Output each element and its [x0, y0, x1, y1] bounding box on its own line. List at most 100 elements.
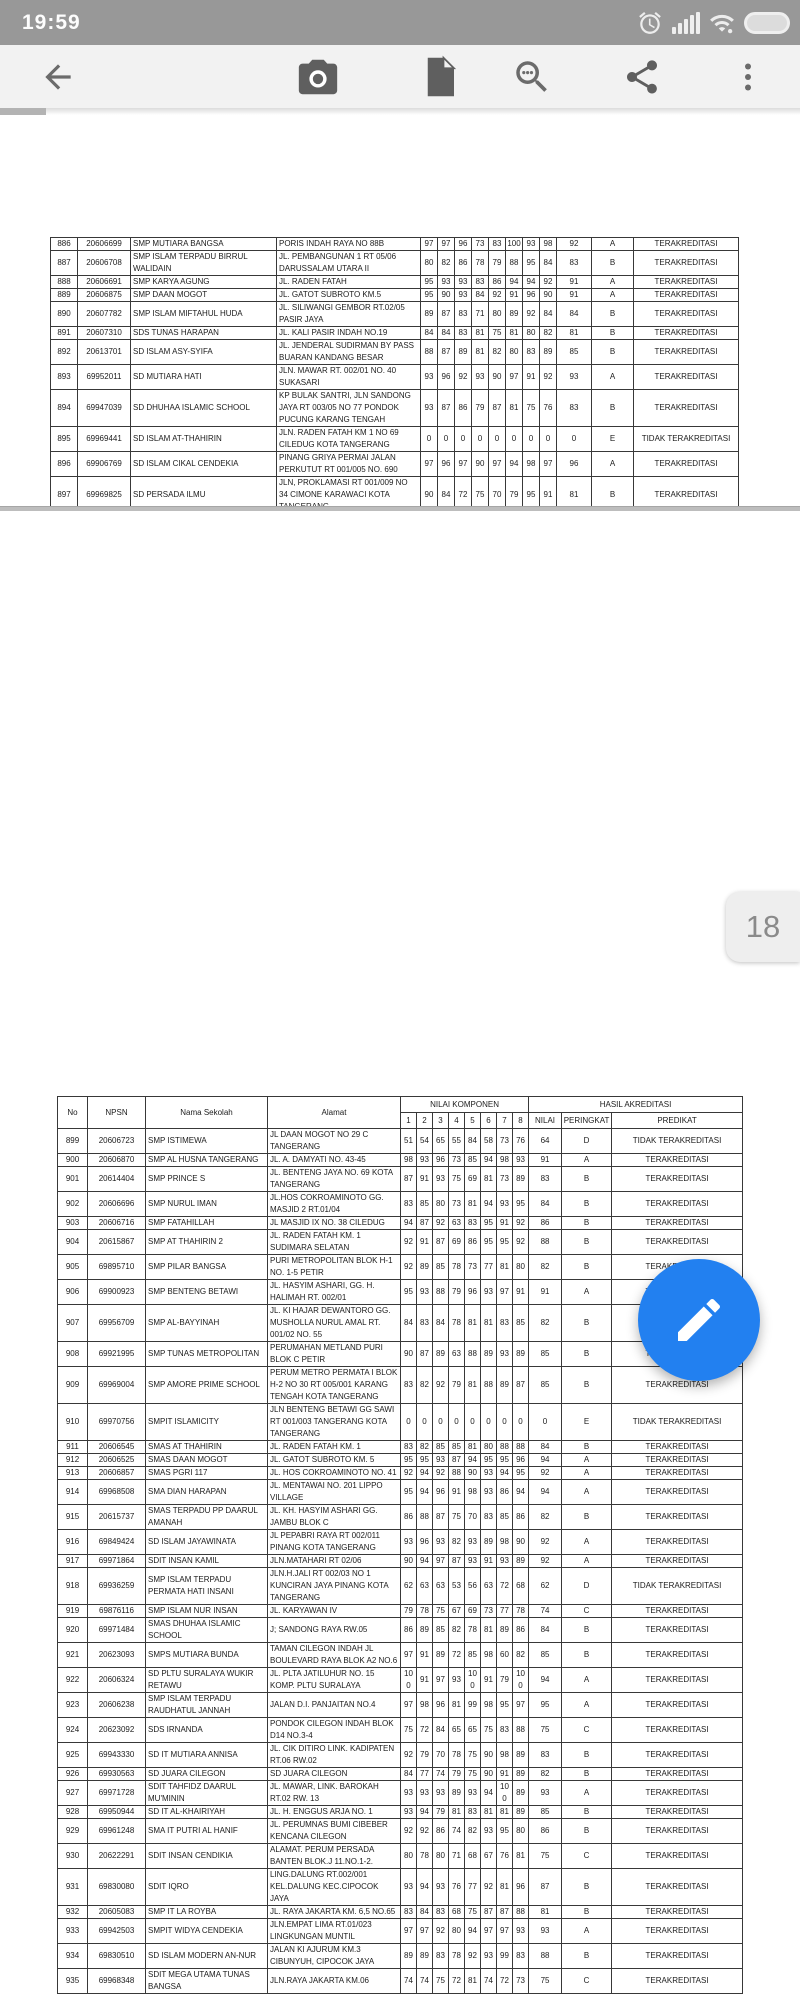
share-button[interactable] [618, 53, 666, 101]
cell-score: 93 [400, 1868, 417, 1906]
cell-predikat: TERAKREDITASI [611, 1529, 744, 1555]
cell-score: 94 [522, 275, 540, 289]
cell-score: 88 [432, 1279, 449, 1305]
table-row: 917 69971864 SDIT INSAN KAMIL JLN.MATAHARI … [57, 1554, 744, 1568]
cell-no: 900 [57, 1153, 88, 1167]
overflow-menu-button[interactable] [724, 53, 772, 101]
header-no: No [57, 1096, 88, 1129]
cell-score: 92 [432, 1216, 449, 1230]
cell-peringkat: B [591, 250, 634, 276]
cell-no: 912 [57, 1453, 88, 1467]
cell-score: 87 [416, 1216, 433, 1230]
cell-nilai: 75 [528, 1968, 563, 1994]
cell-address: JL. PEMBANGUNAN 1 RT 05/06 DARUSSALAM UT… [276, 250, 421, 276]
cell-score: 83 [400, 1191, 417, 1217]
cell-score: 92 [416, 1818, 433, 1844]
cell-no: 910 [57, 1403, 88, 1441]
cell-npsn: 69952011 [77, 364, 131, 390]
cell-nilai: 88 [528, 1943, 563, 1969]
cell-peringkat: A [561, 1529, 613, 1555]
back-button[interactable] [34, 53, 82, 101]
page-view-button[interactable] [416, 53, 464, 101]
table-row: 904 20615867 SMP AT THAHIRIN 2 JL. RADEN FA… [57, 1229, 744, 1255]
cell-score: 75 [522, 389, 540, 427]
cell-score: 60 [496, 1642, 513, 1668]
cell-no: 890 [50, 301, 78, 327]
cell-no: 905 [57, 1254, 88, 1280]
cell-predikat: TERAKREDITASI [611, 1440, 744, 1454]
cell-school-name: SD ISLAM CIKAL CENDEKIA [130, 451, 277, 477]
cell-score: 98 [522, 451, 540, 477]
cell-score: 100 [496, 1780, 513, 1806]
cell-address: JLN.EMPAT LIMA RT.01/023 LINGKUNGAN MUNT… [267, 1918, 401, 1944]
cell-predikat: TERAKREDITASI [633, 326, 739, 340]
cell-predikat: TERAKREDITASI [611, 1504, 744, 1530]
cell-score: 92 [522, 301, 540, 327]
cell-score: 84 [539, 250, 557, 276]
cell-peringkat: B [561, 1341, 613, 1367]
cell-npsn: 69943330 [87, 1742, 146, 1768]
cell-peringkat: A [561, 1453, 613, 1467]
cell-score: 94 [496, 1466, 513, 1480]
cell-no: 935 [57, 1968, 88, 1994]
cell-score: 90 [488, 364, 506, 390]
share-icon [627, 60, 657, 94]
cell-score: 89 [511, 1767, 530, 1781]
cell-nilai: 74 [528, 1604, 563, 1618]
cell-score: 84 [420, 326, 438, 340]
cell-score: 73 [496, 1128, 513, 1154]
cell-school-name: SMP BENTENG BETAWI [145, 1279, 268, 1305]
document-page-17[interactable]: 886 20606699 SMP MUTIARA BANGSA PORIS INDAH… [0, 115, 800, 527]
cell-score: 83 [464, 1805, 481, 1819]
cell-score: 73 [448, 1153, 465, 1167]
cell-npsn: 69906769 [77, 451, 131, 477]
cell-predikat: TERAKREDITASI [611, 1466, 744, 1480]
cell-npsn: 20606875 [77, 288, 131, 302]
cell-score: 92 [488, 288, 506, 302]
cell-school-name: SMP MUTIARA BANGSA [130, 237, 277, 251]
cell-score: 95 [480, 1229, 497, 1255]
cell-score: 86 [400, 1504, 417, 1530]
cell-score: 79 [416, 1742, 433, 1768]
table-row: 907 69956709 SMP AL-BAYYINAH JL. KI HAJAR D… [57, 1304, 744, 1342]
cell-score: 89 [416, 1617, 433, 1643]
cell-no: 920 [57, 1617, 88, 1643]
cell-score: 0 [448, 1403, 465, 1441]
cell-no: 886 [50, 237, 78, 251]
cell-score: 93 [480, 1818, 497, 1844]
cell-score: 82 [511, 1642, 530, 1668]
cell-score: 97 [539, 451, 557, 477]
cell-score: 98 [496, 1153, 513, 1167]
cell-score: 81 [464, 1968, 481, 1994]
cell-address: JLN BENTENG BETAWI GG SAWI RT 001/003 TA… [267, 1403, 401, 1441]
edit-fab[interactable] [638, 1259, 760, 1381]
cell-score: 82 [437, 250, 455, 276]
cell-predikat: TERAKREDITASI [633, 237, 739, 251]
cell-no: 896 [50, 451, 78, 477]
cell-school-name: SDS IRNANDA [145, 1717, 268, 1743]
cell-peringkat: A [561, 1466, 613, 1480]
cell-score: 0 [505, 426, 523, 452]
cell-score: 82 [416, 1440, 433, 1454]
cell-score: 78 [448, 1304, 465, 1342]
cell-score: 87 [437, 389, 455, 427]
cell-address: TAMAN CILEGON INDAH JL BOULEVARD RAYA BL… [267, 1642, 401, 1668]
cell-address: JL. KI HAJAR DEWANTORO GG. MUSHOLLA NURU… [267, 1304, 401, 1342]
camera-button[interactable] [294, 53, 342, 101]
cell-npsn: 20606525 [87, 1453, 146, 1467]
cell-score: 80 [420, 250, 438, 276]
cell-nilai: 86 [528, 1216, 563, 1230]
search-button[interactable] [508, 53, 556, 101]
cell-score: 92 [454, 364, 472, 390]
cell-nilai: 92 [528, 1529, 563, 1555]
cell-npsn: 20614404 [87, 1166, 146, 1192]
cell-score: 87 [432, 1504, 449, 1530]
cell-peringkat: A [561, 1554, 613, 1568]
cell-no: 908 [57, 1341, 88, 1367]
cell-score: 83 [432, 1943, 449, 1969]
cell-score: 92 [400, 1742, 417, 1768]
table-row: 890 20607782 SMP ISLAM MIFTAHUL HUDA JL. SI… [50, 301, 739, 327]
cell-score: 83 [400, 1366, 417, 1404]
cell-nilai: 85 [556, 339, 592, 365]
cell-address: JL PEPABRI RAYA RT 002/011 PINANG KOTA T… [267, 1529, 401, 1555]
